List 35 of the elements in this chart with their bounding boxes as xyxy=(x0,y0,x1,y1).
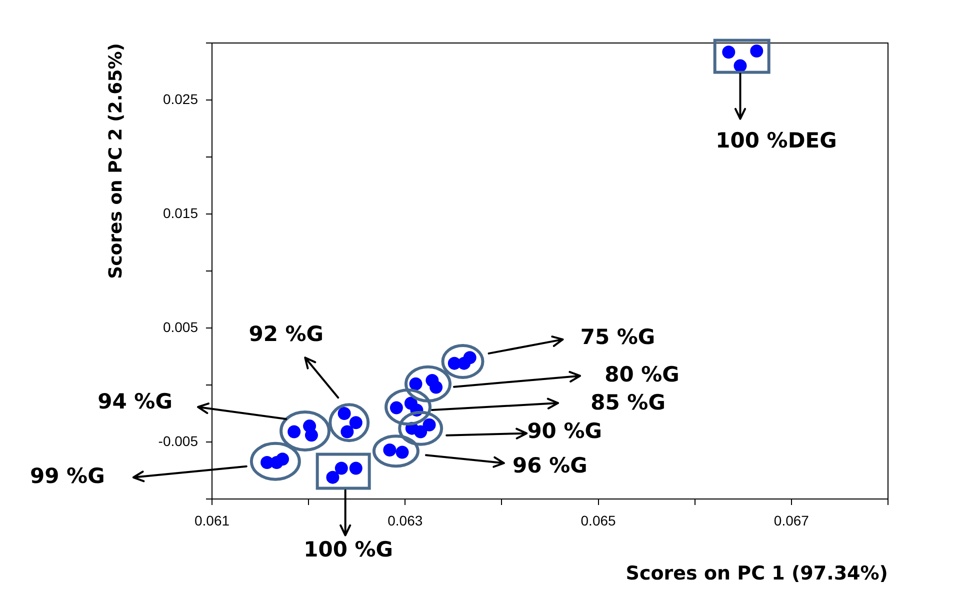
point xyxy=(340,425,354,438)
point xyxy=(334,462,348,475)
point xyxy=(288,425,301,438)
annotation: 96 %G xyxy=(512,454,588,478)
annotation: 100 %DEG xyxy=(716,128,837,152)
text: 99 %G xyxy=(30,464,105,488)
point xyxy=(722,46,736,59)
x-tick-label: 0.063 xyxy=(388,512,423,528)
point xyxy=(349,462,362,475)
text: 94 %G xyxy=(98,389,172,414)
point xyxy=(338,407,351,420)
x-tick-label: 0.067 xyxy=(774,512,810,528)
x-tick-label: 0.065 xyxy=(580,512,616,528)
annotation: 90 %G xyxy=(527,418,602,443)
point xyxy=(463,351,476,364)
annotation: 92 %G xyxy=(248,322,324,346)
y-tick-label: -0.005 xyxy=(158,432,198,449)
y-tick-label: 0.005 xyxy=(162,318,198,335)
point xyxy=(326,470,340,484)
annotation: 75 %G xyxy=(580,324,656,349)
x-axis-title: Scores on PC 1 (97.34%) xyxy=(626,562,888,585)
point xyxy=(390,401,403,414)
point xyxy=(734,59,747,72)
annotation: 80 %G xyxy=(604,362,680,386)
point xyxy=(750,44,764,58)
text: 100 %G xyxy=(304,538,394,562)
point xyxy=(409,377,422,390)
y-tick-label: 0.015 xyxy=(162,204,198,221)
annotation: 85 %G xyxy=(590,390,666,414)
point xyxy=(430,380,443,394)
x-tick-label: 0.061 xyxy=(194,512,230,528)
point xyxy=(276,452,289,466)
point xyxy=(422,418,436,432)
y-tick-label: 0.025 xyxy=(162,90,198,107)
y-axis-title: Scores on PC 2 (2.65%) xyxy=(105,43,126,279)
